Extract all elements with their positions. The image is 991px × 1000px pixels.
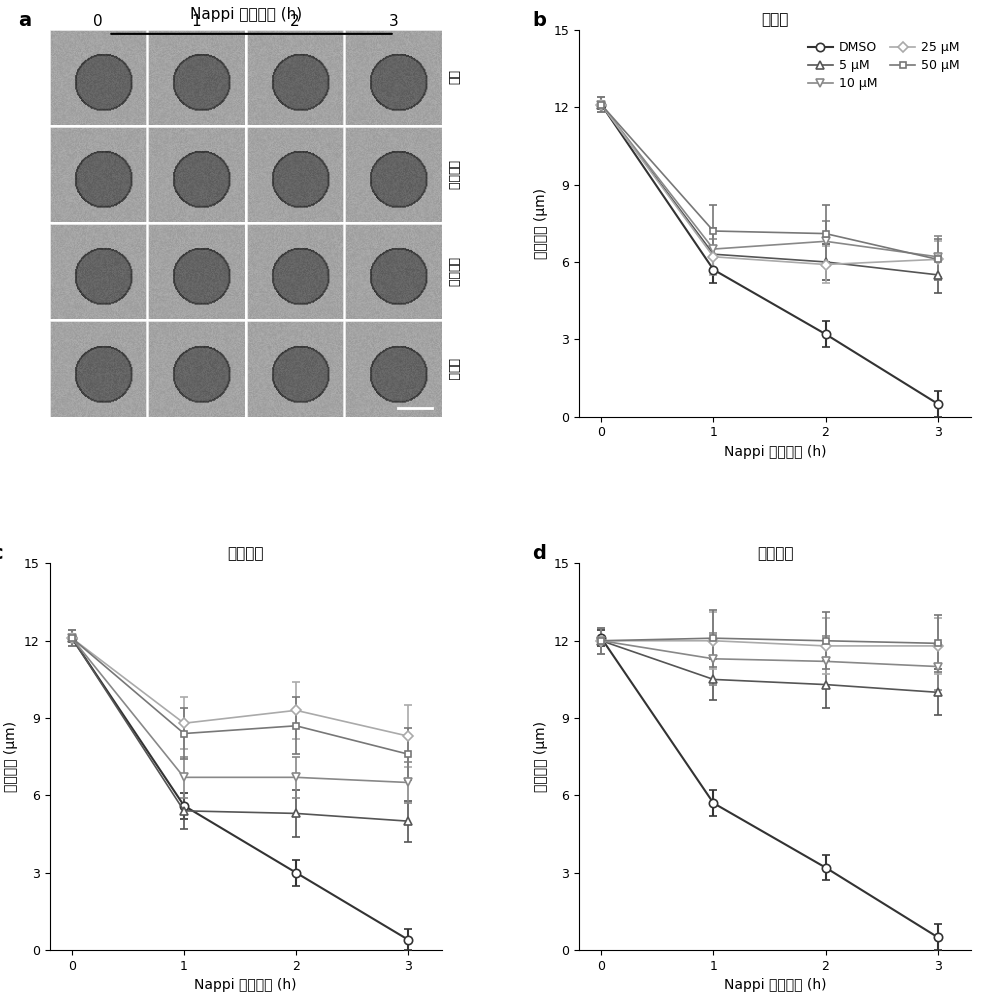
Text: a: a	[18, 11, 32, 30]
Title: 0: 0	[93, 14, 103, 29]
X-axis label: Nappi 处理时间 (h): Nappi 处理时间 (h)	[723, 445, 826, 459]
X-axis label: Nappi 处理时间 (h): Nappi 处理时间 (h)	[194, 978, 297, 992]
X-axis label: Nappi 处理时间 (h): Nappi 处理时间 (h)	[723, 978, 826, 992]
Title: 2: 2	[290, 14, 299, 29]
Title: 3: 3	[388, 14, 398, 29]
Text: Nappi 处理时间 (h): Nappi 处理时间 (h)	[189, 7, 301, 22]
Text: b: b	[532, 11, 546, 30]
Title: 1: 1	[191, 14, 201, 29]
Legend: DMSO, 5 μM, 10 μM, 25 μM, 50 μM: DMSO, 5 μM, 10 μM, 25 μM, 50 μM	[803, 36, 965, 95]
Title: 多西他赛: 多西他赛	[227, 546, 264, 561]
Y-axis label: 纤毛长度 (μm): 纤毛长度 (μm)	[4, 721, 19, 792]
Text: 卡巴他赛: 卡巴他赛	[447, 160, 460, 190]
Text: 多西他赛: 多西他赛	[447, 257, 460, 287]
Y-axis label: 纤毛长度 (μm): 纤毛长度 (μm)	[534, 721, 548, 792]
Title: 紫杉醇: 紫杉醇	[761, 12, 789, 27]
Text: c: c	[0, 544, 2, 563]
Y-axis label: 纤毛长度 (μm): 纤毛长度 (μm)	[534, 188, 548, 259]
Text: 紫杉醇: 紫杉醇	[447, 358, 460, 380]
Title: 卡巴他赛: 卡巴他赛	[757, 546, 794, 561]
Text: 对照: 对照	[447, 70, 460, 85]
Text: d: d	[532, 544, 546, 563]
